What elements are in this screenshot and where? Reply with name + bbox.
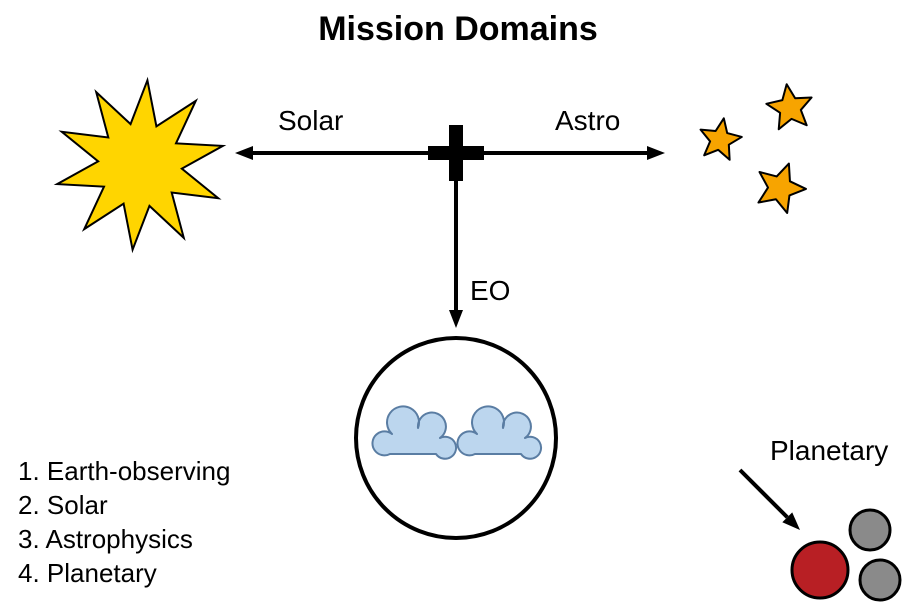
legend-item: 3. Astrophysics: [18, 524, 193, 554]
label-planetary: Planetary: [770, 435, 888, 466]
legend-item: 4. Planetary: [18, 558, 157, 588]
earth-icon: [356, 338, 556, 538]
legend-item: 2. Solar: [18, 490, 108, 520]
label-eo: EO: [470, 275, 510, 306]
planet-icon: [860, 560, 900, 600]
label-solar: Solar: [278, 105, 343, 136]
legend-item: 1. Earth-observing: [18, 456, 230, 486]
diagram-title: Mission Domains: [318, 10, 598, 48]
label-astro: Astro: [555, 105, 620, 136]
planet-icon: [792, 542, 848, 598]
planet-icon: [850, 510, 890, 550]
